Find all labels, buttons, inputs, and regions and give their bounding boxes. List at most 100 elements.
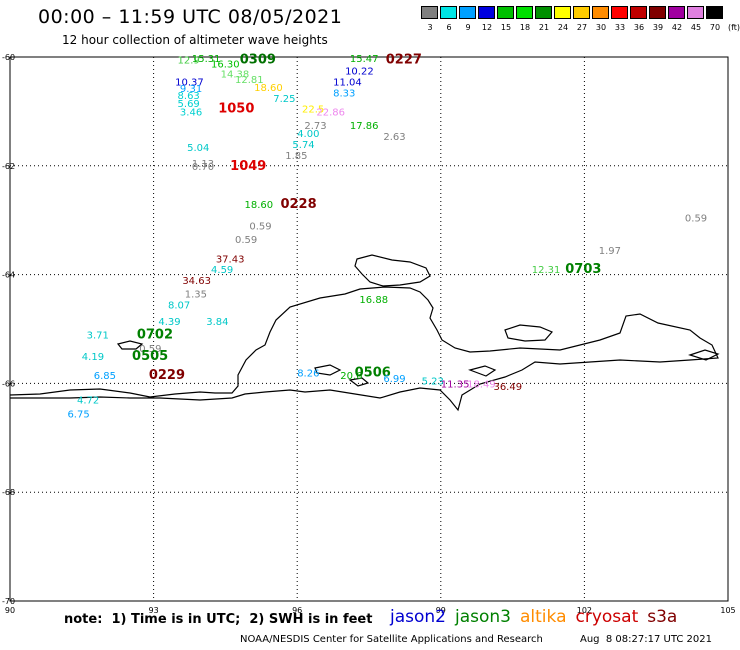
swh-label: 4.39 [158, 317, 180, 328]
swh-label: 16.30 [211, 60, 240, 71]
colorbar-label: 39 [652, 23, 664, 32]
time-label: 0309 [240, 53, 276, 68]
colorbar-label: 42 [671, 23, 683, 32]
swh-label: 6.99 [383, 374, 405, 385]
colorbar-label: 30 [595, 23, 607, 32]
colorbar-cell [611, 6, 628, 19]
y-tick-label: -68 [2, 488, 15, 497]
colorbar-cell [706, 6, 723, 19]
x-tick-label: 99 [436, 606, 446, 615]
swh-label: 17.86 [350, 121, 379, 132]
colorbar-label: 18 [519, 23, 531, 32]
swh-label: 14.38 [221, 69, 250, 80]
colorbar-cell [554, 6, 571, 19]
footer-timestamp: Aug 8 08:27:17 UTC 2021 [580, 634, 712, 645]
swh-label: 8.33 [333, 88, 355, 99]
swh-label: 15.31 [192, 54, 221, 65]
swh-label: 12.9 [178, 56, 200, 67]
swh-label: 5.23 [422, 377, 444, 388]
colorbar-label: 24 [557, 23, 569, 32]
colorbar-cell [573, 6, 590, 19]
satellite-legend: jason2 jason3 altika cryosat s3a [390, 607, 686, 627]
satellite-legend-item: jason3 [455, 607, 511, 627]
colorbar-label: 27 [576, 23, 588, 32]
x-tick-label: 90 [5, 606, 15, 615]
swh-label: 4.19 [82, 352, 104, 363]
colorbar-cell [421, 6, 438, 19]
colorbar-label: 6 [446, 23, 452, 32]
colorbar-cell [440, 6, 457, 19]
time-label: 0229 [149, 368, 185, 383]
time-label: 0505 [132, 349, 168, 364]
colorbar-label: 36 [633, 23, 645, 32]
page-title: 00:00 – 11:59 UTC 08/05/2021 [38, 6, 343, 28]
colorbar-label: 45 [690, 23, 702, 32]
colorbar-cell [459, 6, 476, 19]
swh-label: 5.69 [178, 99, 200, 110]
swh-label: 16.88 [359, 295, 388, 306]
time-label: 0228 [280, 197, 316, 212]
colorbar-label: 3 [427, 23, 433, 32]
swh-label: 8.26 [297, 369, 319, 380]
swh-label: 6.85 [94, 371, 116, 382]
colorbar-cell [497, 6, 514, 19]
colorbar-label: 33 [614, 23, 626, 32]
satellite-legend-item: s3a [647, 607, 678, 627]
y-tick-label: -60 [2, 53, 15, 62]
y-tick-label: -66 [2, 379, 15, 388]
footer-credit: NOAA/NESDIS Center for Satellite Applica… [240, 634, 543, 645]
swh-label: 18.60 [254, 83, 283, 94]
swh-label: 5.74 [292, 140, 314, 151]
axis-tick-labels: 90 93 96 99 102 105 -60 -62 -64 -66 -68 -70 [2, 53, 736, 615]
satellite-legend-item: cryosat [575, 607, 639, 627]
swh-label: 1.35 [185, 290, 207, 301]
swh-label: 0.59 [139, 344, 161, 355]
swh-label: 12.81 [235, 75, 264, 86]
swh-label: 2.73 [304, 121, 326, 132]
swh-label: 0.59 [235, 235, 257, 246]
x-tick-label: 96 [292, 606, 302, 615]
time-label: 1049 [230, 159, 266, 174]
colorbar-cell [535, 6, 552, 19]
colorbar-cell [630, 6, 647, 19]
time-label: 0227 [386, 53, 422, 68]
swh-label: 1.97 [599, 246, 621, 257]
swh-label: 3.71 [87, 330, 109, 341]
swh-label: 4.59 [211, 265, 233, 276]
colorbar-label: 15 [500, 23, 512, 32]
swh-label: 15.47 [350, 54, 379, 65]
colorbar-cell [668, 6, 685, 19]
swh-label: 1.85 [285, 151, 307, 162]
swh-label: 22.5 [302, 105, 324, 116]
swh-label: 7.25 [273, 94, 295, 105]
swh-label: 34.63 [182, 276, 211, 287]
swh-label: 1.13 [192, 159, 214, 170]
plot-frame [9, 56, 729, 602]
satellite-legend-item: altika [520, 607, 567, 627]
swh-label: 0.70 [192, 162, 214, 173]
y-tick-label: -70 [2, 597, 15, 606]
swh-label: 11.04 [333, 77, 362, 88]
swh-label: 9.31 [180, 84, 202, 95]
colorbar-cell [649, 6, 666, 19]
page-subtitle: 12 hour collection of altimeter wave hei… [62, 33, 328, 47]
coastline [9, 254, 720, 412]
time-label: 0506 [355, 366, 391, 381]
swh-label: 18.49 [467, 379, 496, 390]
swh-label: 18.60 [245, 200, 274, 211]
swh-label: 4.00 [297, 129, 319, 140]
swh-label: 5.04 [187, 143, 209, 154]
swh-label: 20.6 [340, 371, 362, 382]
colorbar-label: 9 [465, 23, 471, 32]
satellite-legend-item: jason2 [390, 607, 446, 627]
swh-label: 3.46 [180, 107, 202, 118]
x-tick-label: 105 [720, 606, 735, 615]
swh-label: 10.22 [345, 67, 374, 78]
colorbar-unit: (ft) [727, 23, 740, 32]
colorbar-cell [478, 6, 495, 19]
swh-label: 0.59 [685, 213, 707, 224]
time-label: 0703 [565, 262, 601, 277]
swh-label: 6.75 [67, 409, 89, 420]
